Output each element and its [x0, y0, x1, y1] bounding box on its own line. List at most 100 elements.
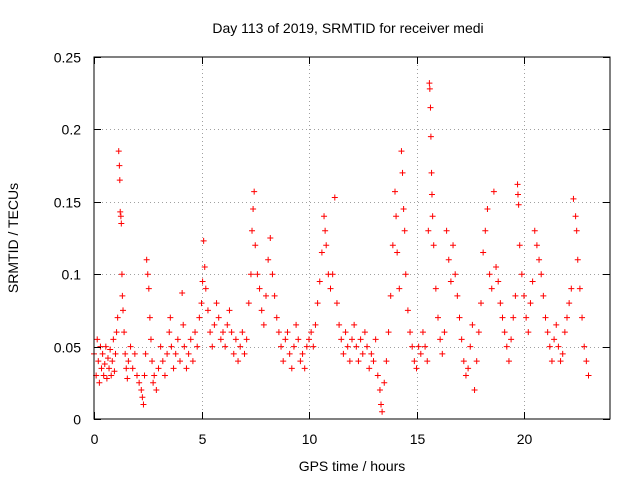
data-point	[392, 188, 398, 195]
data-point	[280, 358, 287, 365]
data-point	[108, 372, 115, 379]
data-point	[226, 307, 233, 314]
data-point	[110, 336, 117, 343]
data-point	[245, 300, 252, 307]
data-point	[327, 285, 334, 292]
data-point	[265, 256, 272, 263]
data-point	[574, 256, 581, 263]
data-point	[275, 329, 282, 336]
data-point	[106, 365, 113, 372]
data-point	[515, 201, 522, 208]
data-point	[98, 365, 105, 372]
x-tick-label: 0	[91, 431, 99, 447]
data-point	[512, 292, 519, 299]
data-point	[460, 358, 467, 365]
data-point	[222, 343, 229, 350]
data-point	[559, 350, 566, 357]
data-point	[316, 278, 323, 285]
data-point	[102, 343, 109, 350]
data-point	[140, 401, 147, 408]
data-point	[531, 227, 538, 234]
data-point	[493, 263, 500, 270]
y-axis-label: SRMTID / TECUs	[5, 183, 21, 293]
data-point	[553, 321, 560, 328]
data-point	[136, 379, 143, 386]
data-point	[131, 350, 138, 357]
data-point	[478, 300, 484, 307]
data-point	[381, 379, 388, 386]
data-point	[518, 271, 525, 278]
data-point	[505, 358, 512, 365]
data-point	[174, 336, 181, 343]
data-point	[230, 350, 237, 357]
data-point	[109, 358, 116, 365]
data-point	[189, 358, 196, 365]
data-point	[164, 350, 171, 357]
data-point	[555, 343, 562, 350]
data-point	[564, 314, 570, 321]
data-point	[430, 242, 437, 249]
data-point	[425, 227, 432, 234]
data-point	[290, 343, 297, 350]
x-tick-label: 15	[410, 431, 426, 447]
data-point	[314, 300, 321, 307]
data-point	[306, 336, 312, 343]
data-point	[149, 358, 156, 365]
data-point	[170, 365, 177, 372]
data-point	[514, 181, 521, 188]
data-point	[161, 372, 168, 379]
data-point	[187, 336, 194, 343]
data-point	[581, 343, 588, 350]
data-point	[172, 350, 179, 357]
data-point	[422, 343, 429, 350]
data-point	[241, 350, 248, 357]
data-point	[322, 227, 329, 234]
data-point	[351, 321, 358, 328]
data-point	[361, 329, 368, 336]
data-point	[501, 329, 508, 336]
data-point	[139, 394, 146, 401]
data-point	[450, 242, 457, 249]
data-point	[404, 307, 411, 314]
data-point	[114, 314, 121, 321]
y-tick-label: 0.2	[62, 122, 82, 138]
data-point	[263, 292, 269, 299]
data-point	[426, 85, 433, 92]
data-point	[400, 206, 407, 213]
data-point	[439, 350, 446, 357]
data-point	[527, 300, 534, 307]
data-point	[145, 285, 152, 292]
data-point	[357, 336, 364, 343]
data-point	[359, 350, 366, 357]
data-point	[399, 169, 406, 176]
data-point	[353, 343, 360, 350]
data-point	[573, 227, 580, 234]
data-point	[308, 329, 315, 336]
data-point	[112, 350, 119, 357]
data-point	[258, 307, 265, 314]
data-point	[374, 372, 381, 379]
data-point	[557, 358, 564, 365]
data-point	[115, 148, 122, 155]
data-point	[378, 401, 385, 408]
data-point	[475, 329, 482, 336]
data-point	[104, 355, 111, 362]
data-point	[525, 329, 532, 336]
data-point	[318, 249, 325, 256]
data-point	[198, 300, 205, 307]
data-point	[286, 350, 293, 357]
data-point	[224, 321, 231, 328]
data-point	[393, 213, 400, 220]
data-point	[209, 343, 216, 350]
data-point	[424, 358, 431, 365]
data-point	[429, 213, 436, 220]
data-point	[385, 329, 392, 336]
data-point	[127, 343, 134, 350]
data-point	[116, 162, 123, 169]
data-point	[437, 336, 444, 343]
data-point	[267, 235, 274, 241]
x-tick-label: 10	[302, 431, 318, 447]
data-point	[129, 365, 136, 372]
data-series	[91, 80, 592, 415]
